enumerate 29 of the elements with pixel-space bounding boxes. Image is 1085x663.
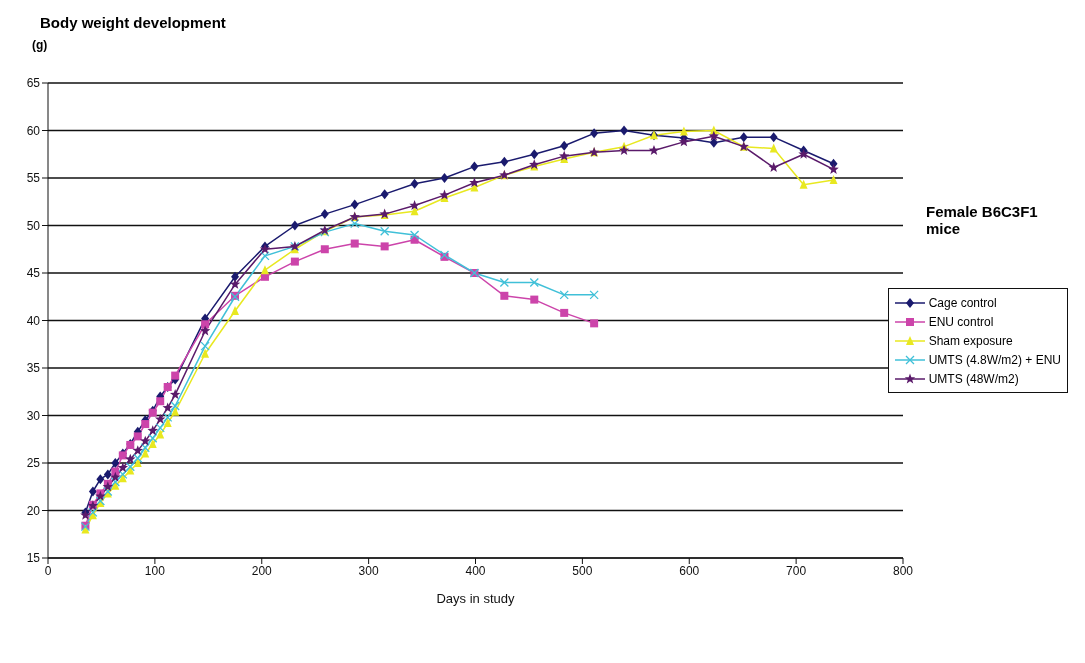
legend-label: UMTS (48W/m2) bbox=[928, 371, 1019, 386]
y-tick-label: 35 bbox=[26, 361, 41, 376]
y-tick-label: 60 bbox=[26, 123, 41, 138]
x-tick-label: 500 bbox=[572, 563, 593, 578]
y-axis-title: (g) bbox=[32, 38, 48, 52]
chart-title: Body weight development bbox=[40, 14, 226, 31]
x-tick-label: 0 bbox=[44, 563, 52, 578]
y-tick-label: 30 bbox=[26, 408, 41, 423]
y-tick-label: 20 bbox=[26, 503, 41, 518]
legend-label: Sham exposure bbox=[928, 333, 1013, 348]
x-tick-label: 800 bbox=[892, 563, 914, 578]
x-tick-label: 100 bbox=[144, 563, 166, 578]
legend-label: ENU control bbox=[928, 314, 994, 329]
legend-label: Cage control bbox=[928, 295, 997, 310]
x-tick-label: 200 bbox=[251, 563, 273, 578]
y-tick-label: 15 bbox=[26, 551, 41, 566]
x-tick-label: 600 bbox=[679, 563, 700, 578]
y-tick-label: 45 bbox=[26, 266, 41, 281]
x-axis-title: Days in study bbox=[436, 591, 516, 606]
x-tick-label: 700 bbox=[786, 563, 807, 578]
y-tick-label: 65 bbox=[26, 76, 41, 91]
y-tick-label: 55 bbox=[26, 171, 41, 186]
x-tick-label: 400 bbox=[465, 563, 486, 578]
y-tick-label: 50 bbox=[26, 218, 41, 233]
x-tick-label: 300 bbox=[358, 563, 379, 578]
text: Female B6C3F1 mice bbox=[926, 203, 1039, 237]
y-tick-label: 25 bbox=[26, 456, 41, 471]
legend-label: UMTS (4.8W/m2) + ENU bbox=[928, 352, 1061, 367]
y-tick-label: 40 bbox=[26, 313, 41, 328]
